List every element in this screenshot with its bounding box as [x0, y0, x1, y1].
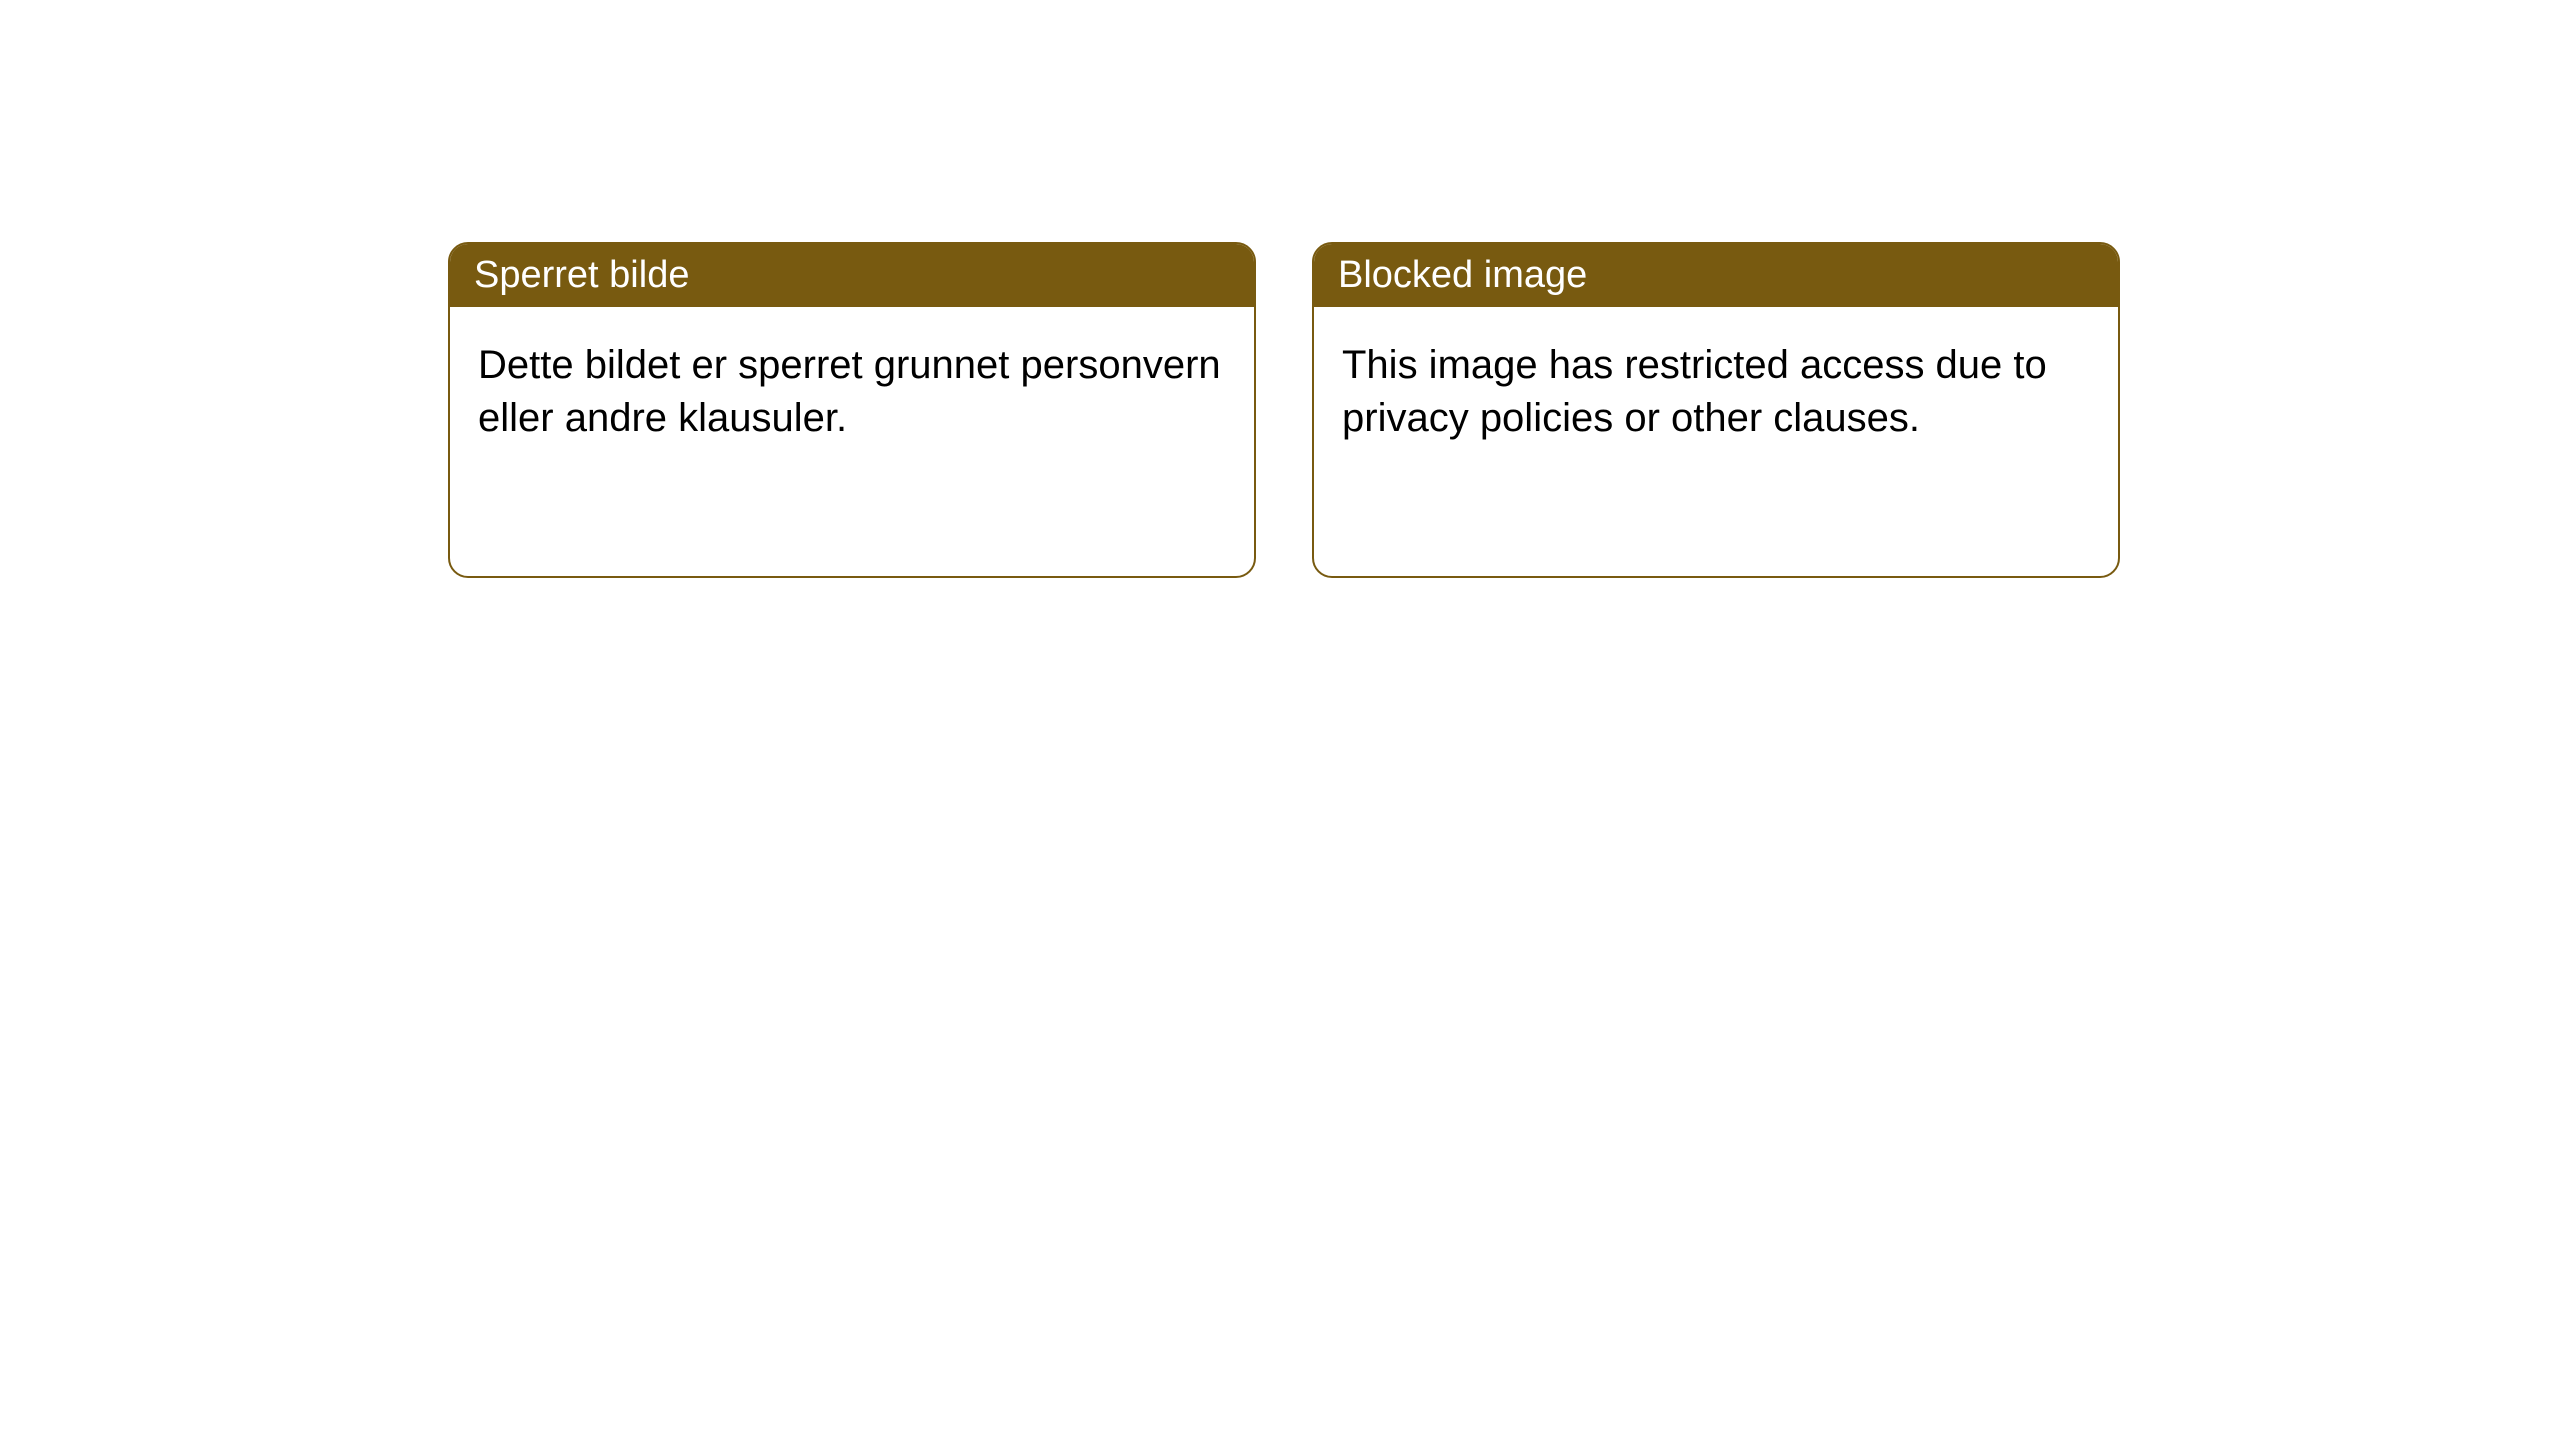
- notice-card-norwegian: Sperret bilde Dette bildet er sperret gr…: [448, 242, 1256, 578]
- notice-card-title: Blocked image: [1314, 244, 2118, 307]
- notice-card-english: Blocked image This image has restricted …: [1312, 242, 2120, 578]
- notice-card-title: Sperret bilde: [450, 244, 1254, 307]
- notice-card-body: Dette bildet er sperret grunnet personve…: [450, 307, 1254, 477]
- notice-card-body: This image has restricted access due to …: [1314, 307, 2118, 477]
- notice-cards-container: Sperret bilde Dette bildet er sperret gr…: [0, 0, 2560, 578]
